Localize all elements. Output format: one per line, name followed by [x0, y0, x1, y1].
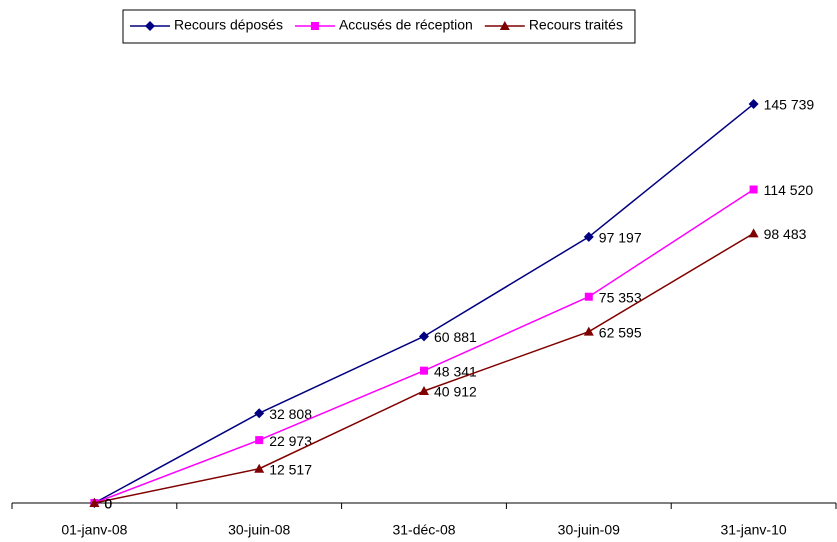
marker — [499, 21, 510, 30]
marker — [749, 185, 758, 194]
data-label: 98 483 — [764, 226, 807, 242]
marker — [420, 366, 428, 375]
data-label: 12 517 — [269, 461, 312, 477]
marker — [748, 99, 759, 110]
marker — [583, 231, 594, 242]
marker — [254, 463, 265, 473]
marker — [145, 21, 155, 31]
series-line — [94, 188, 755, 504]
marker — [748, 228, 759, 238]
data-label: 145 739 — [764, 97, 815, 113]
marker — [419, 386, 429, 396]
series-line — [94, 103, 755, 504]
marker — [584, 292, 593, 301]
data-label: 48 341 — [434, 363, 477, 379]
data-label: 32 808 — [269, 406, 312, 422]
legend-label: Recours déposés — [174, 17, 283, 33]
data-label: 0 — [104, 496, 112, 512]
marker — [419, 331, 429, 342]
data-label: 0 — [104, 496, 112, 512]
legend-label: Accusés de réception — [339, 17, 473, 33]
legend-label: Recours traités — [529, 17, 623, 33]
data-label: 97 197 — [599, 230, 642, 246]
data-label: 62 595 — [599, 324, 642, 340]
x-tick-label: 31-janv-10 — [721, 522, 787, 538]
x-tick-label: 30-juin-09 — [558, 522, 620, 538]
data-label: 22 973 — [269, 433, 312, 449]
x-tick-label: 01-janv-08 — [61, 522, 127, 538]
x-tick-label: 31-déc-08 — [392, 522, 455, 538]
data-label: 40 912 — [434, 384, 477, 400]
data-label: 0 — [104, 496, 112, 512]
data-label: 75 353 — [599, 289, 642, 305]
x-tick-label: 30-juin-08 — [228, 522, 290, 538]
legend — [122, 9, 636, 44]
marker — [89, 498, 100, 507]
marker — [310, 22, 319, 30]
marker — [583, 326, 594, 336]
data-label: 60 881 — [434, 329, 477, 345]
marker — [254, 408, 265, 419]
data-label: 114 520 — [764, 182, 814, 198]
marker — [255, 436, 264, 445]
